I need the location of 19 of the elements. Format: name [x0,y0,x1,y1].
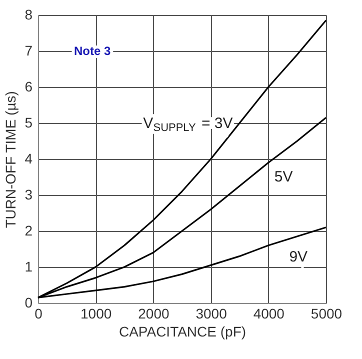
x-tick-label: 3000 [196,306,228,322]
y-tick-label: 8 [24,6,33,22]
x-tick-label: 1000 [80,306,112,322]
y-tick-label: 0 [24,294,33,310]
y-tick-label: 7 [24,42,33,58]
y-tick-label: 1 [24,258,33,274]
x-axis-title: CAPACITANCE (pF) [118,324,246,340]
x-tick-label: 5000 [310,306,342,322]
x-tick-label: 2000 [138,306,170,322]
y-axis-title: TURN-OFF TIME (µs) [2,91,19,228]
x-tick-label: 4000 [253,306,285,322]
series-label: 9V [289,248,308,266]
y-tick-label: 6 [24,78,33,94]
y-tick-label: 3 [24,186,33,202]
y-tick-label: 4 [24,150,33,166]
x-tick-label: 0 [34,306,43,322]
series-label: 5V [274,168,293,186]
y-tick-label: 5 [24,114,33,130]
y-tick-label: 2 [24,222,33,238]
